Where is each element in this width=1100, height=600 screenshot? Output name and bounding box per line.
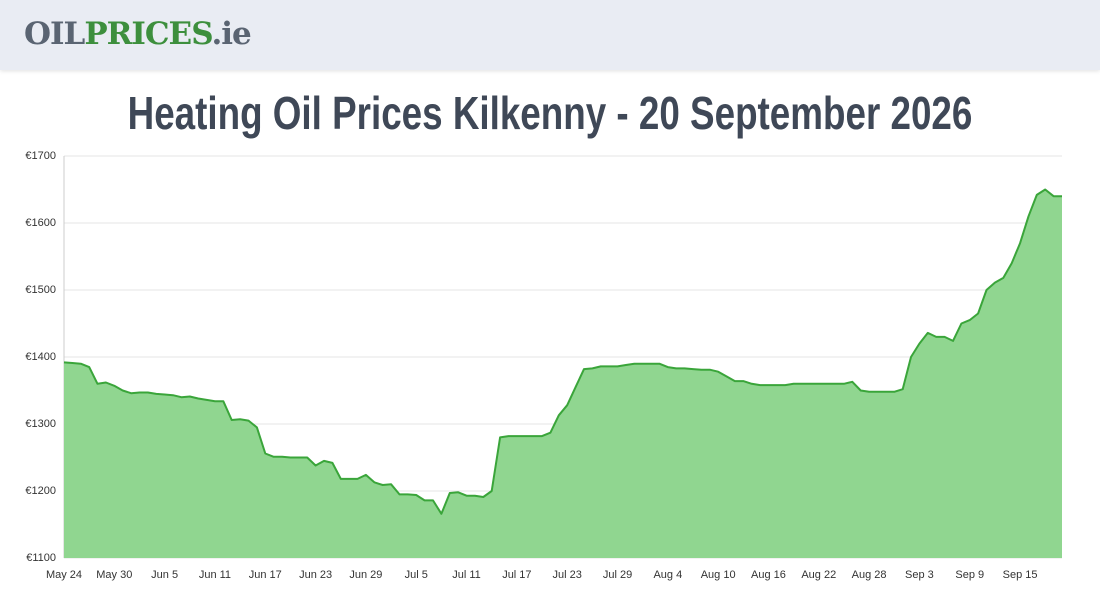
line	[63, 188, 1062, 515]
x-tick-label: Jul 5	[405, 569, 428, 581]
x-tick-label: Aug 22	[801, 569, 836, 581]
logo[interactable]: OILPRICES.ie	[24, 16, 252, 52]
x-tick-label: Jul 23	[553, 569, 582, 581]
x-tick-label: May 30	[96, 569, 132, 581]
x-tick-label: Aug 10	[701, 569, 736, 581]
x-tick-label: Jul 11	[452, 569, 481, 581]
x-tick-label: Aug 4	[653, 569, 682, 581]
y-tick-label: €1200	[25, 485, 56, 497]
x-tick-label: Jun 29	[349, 569, 382, 581]
header: OILPRICES.ie	[0, 0, 1100, 70]
y-tick-label: €1600	[25, 217, 56, 229]
logo-part: OIL	[24, 16, 85, 52]
chart-title: Heating Oil Prices Kilkenny - 20 Septemb…	[127, 87, 973, 139]
y-tick-label: €1300	[25, 418, 56, 430]
y-tick-label: €1700	[25, 150, 56, 162]
x-tick-label: Jun 5	[151, 569, 178, 581]
y-tick-label: €1400	[25, 351, 56, 363]
x-tick-label: Jun 17	[249, 569, 282, 581]
x-tick-label: Jun 23	[299, 569, 332, 581]
x-tick-label: Jun 11	[199, 569, 231, 581]
x-tick-label: Aug 28	[852, 569, 887, 581]
x-tick-label: Jul 29	[603, 569, 632, 581]
logo-part: .ie	[211, 16, 251, 52]
x-tick-label: Aug 16	[751, 569, 786, 581]
x-tick-label: Jul 17	[502, 569, 531, 581]
y-tick-label: €1500	[25, 284, 56, 296]
x-tick-label: Sep 15	[1003, 569, 1038, 581]
x-tick-label: Sep 9	[955, 569, 984, 581]
logo-part: PRICES	[84, 16, 212, 52]
x-tick-label: Sep 3	[905, 569, 934, 581]
area	[64, 189, 1062, 558]
x-tick-label: May 24	[46, 569, 82, 581]
y-tick-label: €1100	[26, 552, 56, 564]
